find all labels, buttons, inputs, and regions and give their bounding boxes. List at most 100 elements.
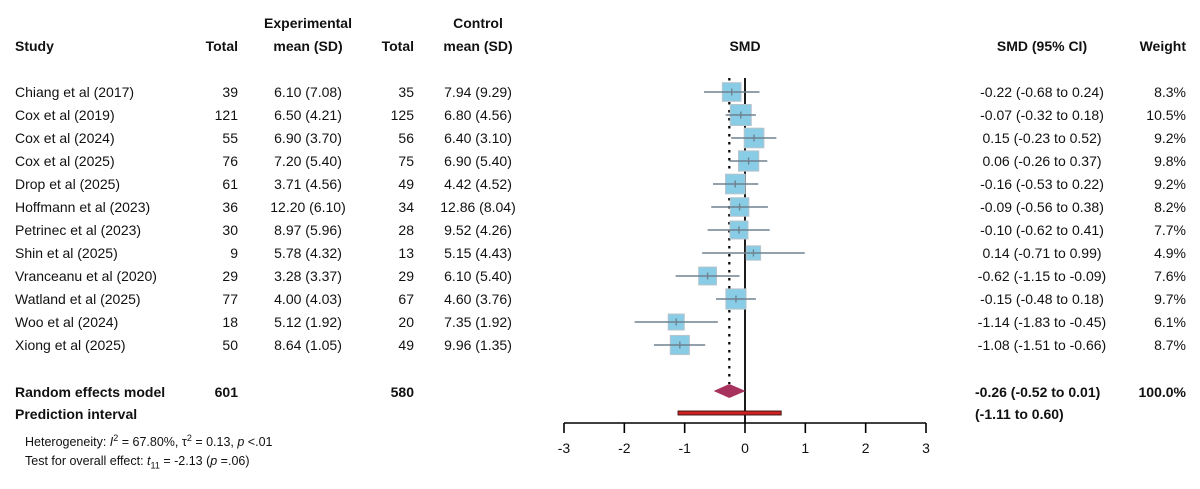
- ctl-mean-sd: 9.52 (4.26): [444, 222, 512, 238]
- exp-mean-sd: 6.90 (3.70): [274, 130, 342, 146]
- study-name: Cox et al (2024): [15, 130, 115, 146]
- header-experimental: Experimental: [264, 15, 352, 31]
- exp-total: 29: [222, 268, 238, 284]
- exp-total: 18: [222, 314, 238, 330]
- heterogeneity-p-value: <.01: [244, 435, 273, 450]
- ctl-total: 35: [398, 84, 414, 100]
- exp-mean-sd: 5.12 (1.92): [274, 314, 342, 330]
- ctl-total: 67: [398, 291, 414, 307]
- weight: 7.6%: [1154, 268, 1186, 284]
- i2-value: = 67.80%,: [118, 435, 182, 450]
- study-mark: [713, 173, 759, 195]
- header-exp-mean: mean (SD): [273, 38, 343, 54]
- header-ctl-total: Total: [381, 38, 414, 54]
- exp-total: 76: [222, 153, 238, 169]
- x-tick-label: -1: [678, 440, 691, 456]
- header-control: Control: [453, 15, 503, 31]
- study-name: Hoffmann et al (2023): [15, 199, 151, 215]
- ctl-total: 49: [398, 176, 414, 192]
- t-symbol: t: [147, 454, 151, 468]
- study-name: Cox et al (2025): [15, 153, 115, 169]
- overall-prefix: Test for overall effect:: [25, 454, 148, 468]
- weight: 10.5%: [1146, 107, 1186, 123]
- weight: 9.2%: [1154, 176, 1186, 192]
- ctl-mean-sd: 6.80 (4.56): [444, 107, 512, 123]
- exp-mean-sd: 12.20 (6.10): [270, 199, 346, 215]
- weight: 8.2%: [1154, 199, 1186, 215]
- smd-ci: 0.06 (-0.26 to 0.37): [982, 153, 1102, 169]
- study-mark: [703, 82, 760, 102]
- exp-mean-sd: 5.78 (4.32): [274, 245, 342, 261]
- pooled-diamond: [713, 384, 746, 398]
- ctl-mean-sd: 5.15 (4.43): [444, 245, 512, 261]
- tau-value: = 0.13,: [191, 435, 238, 450]
- study-mark: [716, 288, 756, 310]
- smd-ci: -1.08 (-1.51 to -0.66): [977, 337, 1107, 353]
- header-study: Study: [15, 38, 54, 54]
- weight: 9.2%: [1154, 130, 1186, 146]
- smd-ci: 0.14 (-0.71 to 0.99): [982, 245, 1102, 261]
- smd-ci: -0.09 (-0.56 to 0.38): [980, 199, 1104, 215]
- tau-symbol: τ: [181, 435, 187, 450]
- study-mark: [634, 313, 718, 331]
- random-effects-label: Random effects model: [15, 384, 166, 400]
- ctl-mean-sd: 7.94 (9.29): [444, 84, 512, 100]
- study-mark: [653, 334, 706, 356]
- exp-total: 121: [214, 107, 238, 123]
- exp-mean-sd: 6.10 (7.08): [274, 84, 342, 100]
- smd-ci: -0.15 (-0.48 to 0.18): [980, 291, 1104, 307]
- exp-total: 9: [230, 245, 238, 261]
- ctl-total: 13: [398, 245, 414, 261]
- i2-symbol: I: [109, 435, 114, 450]
- weight: 8.3%: [1154, 84, 1186, 100]
- exp-total: 55: [222, 130, 238, 146]
- exp-total: 77: [222, 291, 238, 307]
- smd-ci: -0.10 (-0.62 to 0.41): [980, 222, 1104, 238]
- prediction-interval-bar: [677, 410, 782, 416]
- random-effects-exp-total: 601: [214, 384, 238, 400]
- x-tick-label: 0: [741, 440, 749, 456]
- study-name: Shin et al (2025): [15, 245, 118, 261]
- header-exp-total: Total: [205, 38, 238, 54]
- study-mark: [711, 197, 768, 217]
- ctl-mean-sd: 12.86 (8.04): [440, 199, 516, 215]
- random-effects-weight: 100.0%: [1138, 384, 1186, 400]
- ctl-total: 49: [398, 337, 414, 353]
- header-ctl-mean: mean (SD): [443, 38, 513, 54]
- x-tick-label: 1: [801, 440, 809, 456]
- ctl-mean-sd: 6.90 (5.40): [444, 153, 512, 169]
- ctl-mean-sd: 9.96 (1.35): [444, 337, 512, 353]
- reference-lines: [728, 78, 746, 423]
- study-name: Woo et al (2024): [15, 314, 119, 330]
- study-name: Vranceanu et al (2020): [15, 268, 157, 284]
- ctl-total: 56: [398, 130, 414, 146]
- study-name: Chiang et al (2017): [15, 84, 135, 100]
- ctl-mean-sd: 6.40 (3.10): [444, 130, 512, 146]
- ctl-mean-sd: 4.42 (4.52): [444, 176, 512, 192]
- weight: 8.7%: [1154, 337, 1186, 353]
- i2-superscript: 2: [113, 433, 119, 443]
- weight: 4.9%: [1154, 245, 1186, 261]
- exp-total: 36: [222, 199, 238, 215]
- exp-total: 30: [222, 222, 238, 238]
- ctl-total: 28: [398, 222, 414, 238]
- overall-p-value: =.06): [217, 454, 250, 468]
- smd-ci: 0.15 (-0.23 to 0.52): [982, 130, 1102, 146]
- x-axis: -3 -2 -1 0 1 2 3: [558, 422, 930, 456]
- study-name: Watland et al (2025): [15, 291, 141, 307]
- header-weight: Weight: [1139, 38, 1186, 54]
- weight: 9.7%: [1154, 291, 1186, 307]
- ctl-total: 34: [398, 199, 414, 215]
- exp-mean-sd: 8.64 (1.05): [274, 337, 342, 353]
- study-name: Xiong et al (2025): [15, 337, 126, 353]
- random-effects-ctl-total: 580: [390, 384, 414, 400]
- weight: 7.7%: [1154, 222, 1186, 238]
- heterogeneity-text: Heterogeneity: I2 = 67.80%, τ2 = 0.13, p…: [25, 430, 272, 450]
- heterogeneity-prefix: Heterogeneity:: [25, 435, 110, 450]
- x-tick-label: 3: [922, 440, 930, 456]
- p-symbol: p: [210, 454, 218, 468]
- exp-mean-sd: 7.20 (5.40): [274, 153, 342, 169]
- exp-mean-sd: 6.50 (4.21): [274, 107, 342, 123]
- study-mark: [731, 127, 777, 149]
